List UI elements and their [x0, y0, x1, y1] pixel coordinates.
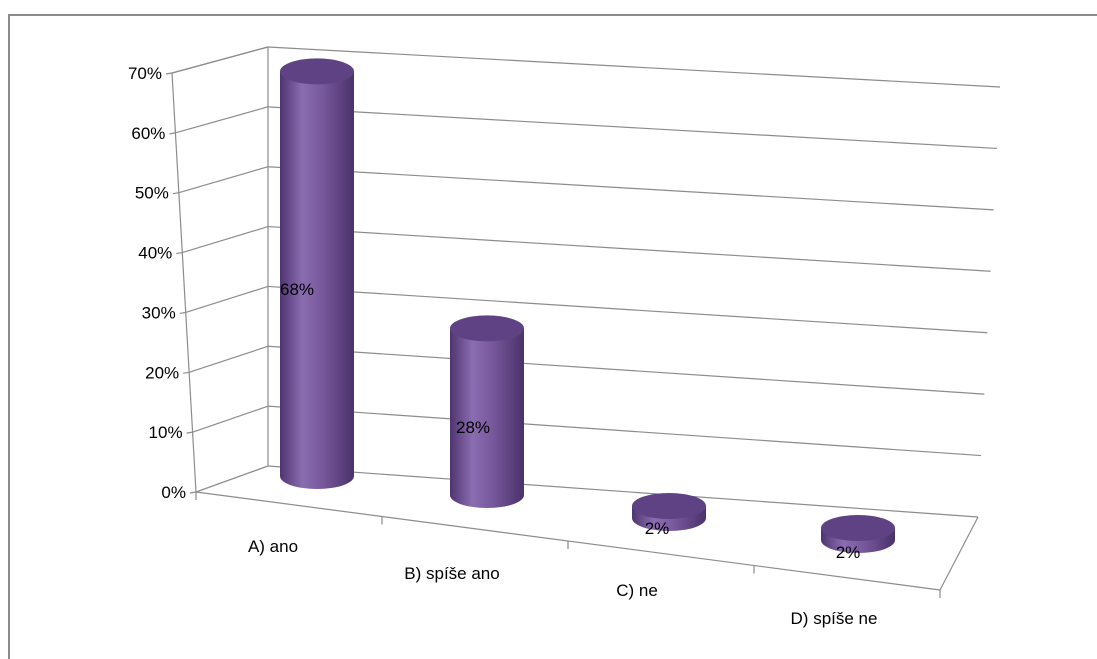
- gridline: [267, 285, 988, 334]
- y-tick-mark: [176, 251, 183, 255]
- data-label: 2%: [645, 519, 670, 538]
- side-gridline: [188, 345, 269, 373]
- y-tick-mark: [169, 132, 176, 135]
- gridline: [267, 46, 1001, 88]
- y-tick-label: 20%: [145, 363, 179, 382]
- y-tick-mark: [179, 311, 186, 315]
- x-axis: A) ano B) spíše ano C) ne D) spíše ne: [195, 492, 941, 628]
- bar: [280, 58, 354, 490]
- chart-frame: [8, 14, 1097, 659]
- x-tick-label: B) spíše ano: [404, 564, 499, 583]
- side-gridline: [178, 166, 269, 194]
- side-gridline: [182, 225, 269, 254]
- y-tick-label: 70%: [128, 64, 162, 83]
- side-gridline: [185, 285, 269, 314]
- side-gridline: [192, 405, 269, 433]
- bar-top: [280, 58, 354, 85]
- bar-top: [450, 315, 524, 342]
- bar-top: [632, 493, 706, 519]
- x-tick-label: C) ne: [616, 581, 658, 600]
- bar-body: [280, 71, 354, 490]
- y-tick-mark: [186, 431, 193, 434]
- y-tick-label: 60%: [131, 124, 165, 143]
- bar: [450, 315, 524, 508]
- bar: [632, 493, 706, 531]
- y-axis-line: [171, 72, 197, 493]
- side-gridline: [195, 465, 269, 493]
- y-tick-label: 50%: [135, 184, 169, 203]
- gridline: [267, 166, 994, 211]
- bars: [280, 58, 895, 553]
- gridline: [267, 405, 982, 457]
- back-wall: [267, 46, 1001, 518]
- gridline: [267, 345, 985, 395]
- data-label: 28%: [456, 418, 490, 437]
- bar-body: [450, 328, 524, 508]
- y-tick-mark: [189, 491, 197, 494]
- y-tick-label: 40%: [138, 244, 172, 263]
- y-tick-label: 10%: [149, 423, 183, 442]
- side-wall: [171, 46, 269, 493]
- side-gridline: [175, 106, 269, 134]
- y-tick-label: 30%: [142, 303, 176, 322]
- y-tick-mark: [165, 72, 173, 75]
- data-label: 2%: [836, 543, 861, 562]
- y-axis: 0% 10% 20% 30% 40% 50% 60% 70%: [128, 64, 197, 502]
- x-tick-label: D) spíše ne: [791, 609, 878, 628]
- gridline: [267, 106, 997, 150]
- data-labels: 68% 28% 2% 2%: [280, 280, 860, 562]
- y-tick-mark: [172, 192, 179, 195]
- gridline: [267, 465, 979, 518]
- data-label: 68%: [280, 280, 314, 299]
- bar: [821, 515, 895, 553]
- x-tick-label: A) ano: [248, 537, 298, 556]
- floor-right-edge: [939, 516, 979, 591]
- bar-top: [821, 515, 895, 541]
- side-top-edge: [171, 46, 269, 74]
- gridline: [267, 225, 991, 272]
- y-tick-label: 0%: [161, 483, 186, 502]
- y-tick-mark: [183, 371, 190, 374]
